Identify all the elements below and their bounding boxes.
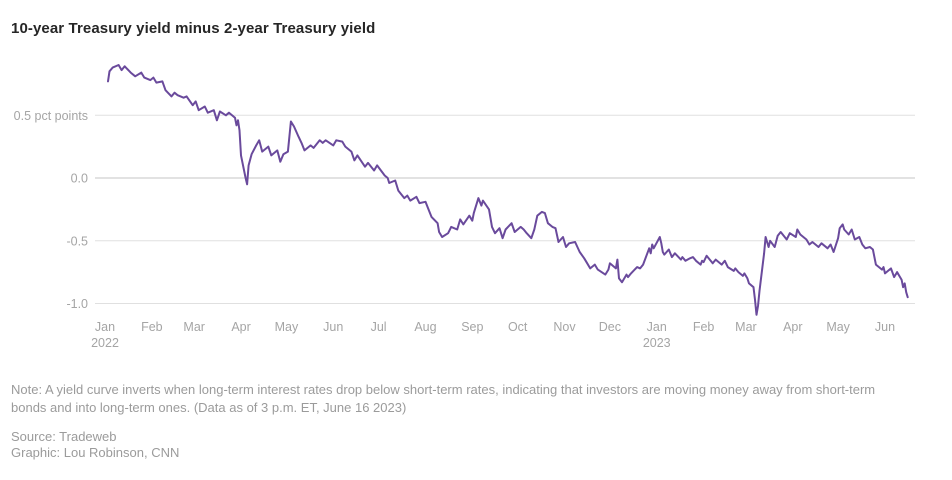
x-axis-month-label: Feb xyxy=(141,320,163,334)
x-axis-month-label: Jul xyxy=(371,320,387,334)
y-axis-label: -0.5 xyxy=(66,234,88,248)
chart-note: Note: A yield curve inverts when long-te… xyxy=(11,382,876,415)
x-axis-month-label: Apr xyxy=(231,320,250,334)
x-axis-month-label: Aug xyxy=(414,320,436,334)
yield-spread-line xyxy=(107,64,909,316)
x-axis-month-label: Mar xyxy=(735,320,757,334)
x-axis-month-label: Jan xyxy=(647,320,667,334)
x-axis-month-label: Nov xyxy=(553,320,576,334)
y-axis-label: -1.0 xyxy=(66,297,88,311)
source-line: Source: Tradeweb xyxy=(11,429,117,444)
x-axis-month-label: Jun xyxy=(875,320,895,334)
x-axis-year-label: 2022 xyxy=(91,336,119,350)
x-axis-month-label: Apr xyxy=(783,320,802,334)
x-axis-month-label: Dec xyxy=(599,320,621,334)
source-credit-block: Source: Tradeweb Graphic: Lou Robinson, … xyxy=(11,429,179,461)
x-axis-month-label: Oct xyxy=(508,320,528,334)
x-axis-month-label: Feb xyxy=(693,320,715,334)
x-axis-month-label: Sep xyxy=(461,320,483,334)
x-axis-month-label: Mar xyxy=(183,320,205,334)
y-axis-label: 0.0 xyxy=(71,172,88,186)
x-axis-year-label: 2023 xyxy=(643,336,671,350)
x-axis-month-label: May xyxy=(826,320,850,334)
x-axis-month-label: Jan xyxy=(95,320,115,334)
credit-line: Graphic: Lou Robinson, CNN xyxy=(11,445,180,460)
chart-title: 10-year Treasury yield minus 2-year Trea… xyxy=(11,20,376,37)
x-axis-month-label: May xyxy=(275,320,299,334)
x-axis-month-label: Jun xyxy=(323,320,343,334)
y-axis-label: 0.5 pct points xyxy=(14,109,88,123)
